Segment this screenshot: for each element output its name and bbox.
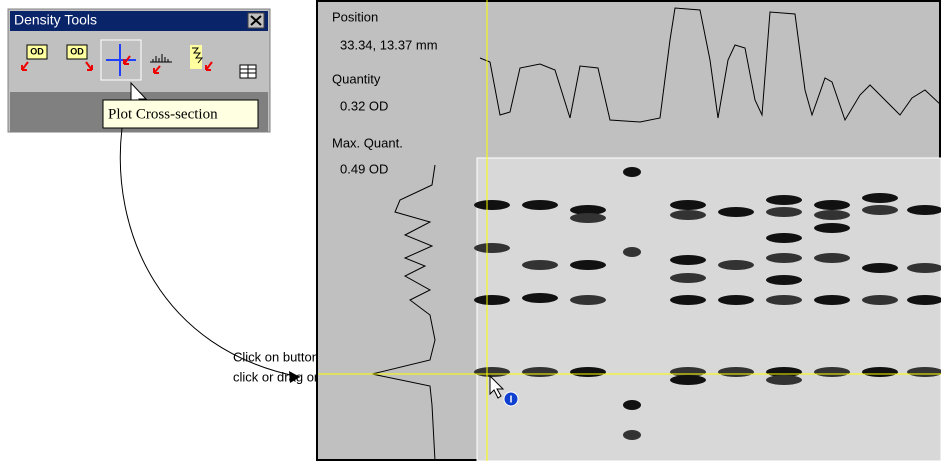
gel-band — [766, 375, 802, 385]
gel-band — [474, 243, 510, 253]
title-bar — [10, 11, 268, 31]
gel-band — [718, 260, 754, 270]
gel-band — [862, 205, 898, 215]
gel-band — [570, 367, 606, 377]
plot-profile-button[interactable] — [150, 54, 172, 74]
gel-band — [862, 263, 898, 273]
gel-band — [522, 293, 558, 303]
gel-band — [907, 263, 941, 273]
gel-band — [766, 253, 802, 263]
gel-band — [862, 367, 898, 377]
gel-band — [570, 213, 606, 223]
gel-band — [570, 295, 606, 305]
gel-band — [814, 367, 850, 377]
gel-band — [718, 295, 754, 305]
gel-band — [474, 367, 510, 377]
gel-band — [623, 247, 641, 257]
gel-band — [907, 205, 941, 215]
gel-band — [474, 295, 510, 305]
info-badge-glyph: I — [510, 395, 513, 406]
gel-band — [522, 200, 558, 210]
image-panel: Position 33.34, 13.37 mm Quantity 0.32 O… — [316, 0, 941, 462]
icon-arrow — [85, 61, 93, 71]
horizontal-profile — [479, 7, 941, 123]
table-button[interactable] — [239, 64, 257, 79]
gel-band — [570, 260, 606, 270]
gel-band — [862, 295, 898, 305]
icon-box — [190, 45, 202, 69]
position-label: Position — [332, 9, 378, 24]
gel-band — [766, 295, 802, 305]
icon-arrow — [205, 61, 213, 71]
callout-arrowhead — [289, 371, 300, 383]
gel-band — [766, 195, 802, 205]
gel-band — [522, 367, 558, 377]
gel-band — [670, 210, 706, 220]
callout-arrow — [119, 127, 301, 378]
gel-band — [570, 205, 606, 215]
gel-band — [718, 207, 754, 217]
quantity-value: 0.32 OD — [340, 98, 388, 113]
od-button[interactable]: OD — [66, 44, 93, 71]
gel-band — [522, 260, 558, 270]
quantity-label: Quantity — [332, 71, 381, 86]
gel-band — [623, 430, 641, 440]
gel-band — [623, 400, 641, 410]
icon-box — [26, 44, 48, 60]
gel-band — [766, 233, 802, 243]
toolbar-window: Density Tools OD OD — [7, 8, 271, 133]
gel-band — [766, 207, 802, 217]
plot-cross-section-button[interactable] — [100, 39, 142, 81]
icon-arrow — [123, 55, 131, 65]
max-value: 0.49 OD — [340, 161, 388, 176]
tooltip: Plot Cross-section — [108, 106, 218, 122]
gel-band — [814, 200, 850, 210]
icon-bars — [150, 54, 172, 63]
gel-band — [766, 275, 802, 285]
gel-band — [670, 200, 706, 210]
gel-band — [623, 167, 641, 177]
gel-band — [814, 295, 850, 305]
gel-band — [814, 253, 850, 263]
info-badge — [503, 391, 519, 407]
icon-arrow — [153, 65, 161, 74]
gel-band — [474, 200, 510, 210]
max-label: Max. Quant. — [332, 135, 403, 150]
gel-band — [814, 223, 850, 233]
icon-grid — [240, 65, 256, 78]
icon-wave — [192, 47, 204, 64]
gel-band — [670, 375, 706, 385]
od-button[interactable]: OD — [21, 44, 48, 71]
icon-box — [66, 44, 88, 60]
gel-band — [670, 255, 706, 265]
gel-band — [670, 295, 706, 305]
gel-band — [670, 273, 706, 283]
icon-cross — [106, 44, 136, 76]
tooltip-box — [102, 99, 259, 129]
gel-band — [862, 193, 898, 203]
image-cursor — [489, 374, 505, 399]
lane-profile-button[interactable] — [190, 45, 213, 71]
gel-band — [718, 367, 754, 377]
icon-arrow — [21, 61, 29, 71]
position-value: 33.34, 13.37 mm — [340, 37, 438, 52]
gel-band — [907, 295, 941, 305]
gel-band — [814, 210, 850, 220]
icon-label: OD — [70, 46, 84, 56]
toolbar-title: Density Tools — [14, 12, 97, 28]
close-icon — [250, 15, 262, 26]
icon-label: OD — [30, 46, 44, 56]
